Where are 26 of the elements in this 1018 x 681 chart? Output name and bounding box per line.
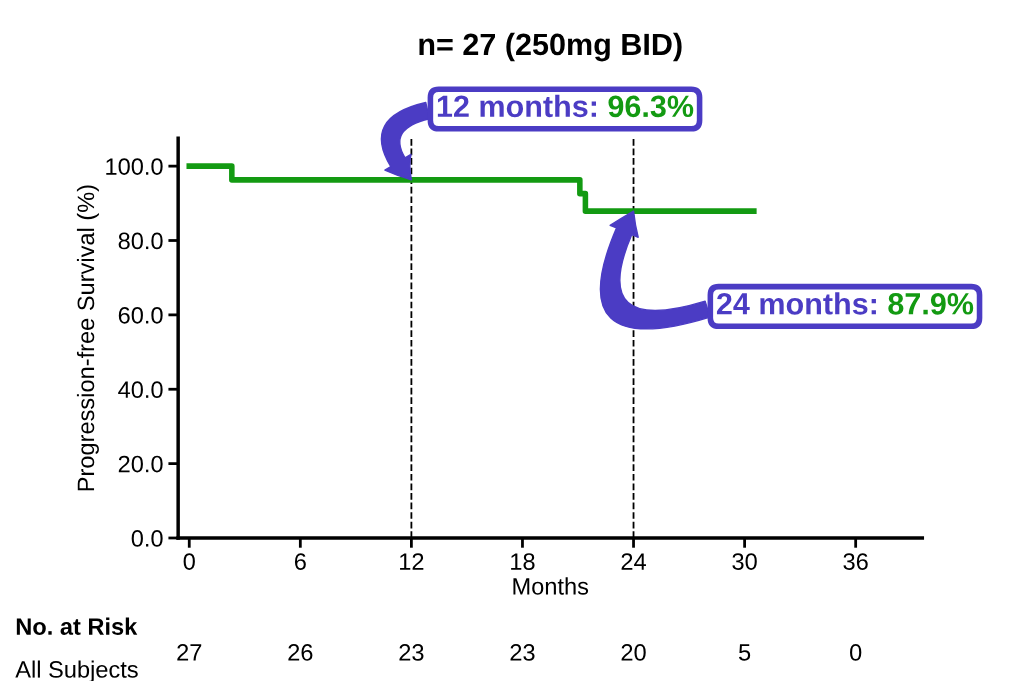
y-tick-label: 0.0 (131, 530, 163, 547)
text: 23 (510, 644, 535, 661)
text: 26 (288, 644, 313, 661)
x-tick-label: 18 (511, 553, 535, 570)
chart-title: n= 27 (250mg BID) (419, 32, 682, 62)
x-tick-label: 0 (183, 553, 195, 570)
y-tick-label: 80.0 (118, 232, 163, 250)
y-tick-label: 40.0 (118, 381, 163, 399)
text: 20 (621, 644, 646, 661)
x-axis-title: Months (513, 577, 589, 595)
y-tick-label: 60.0 (118, 306, 163, 324)
text: 0 (850, 644, 862, 661)
text: 23 (399, 644, 424, 661)
text: No. at Risk (16, 617, 138, 635)
y-axis-title: Progression-free Survival (%) (76, 185, 99, 491)
x-tick-label: 36 (843, 553, 868, 570)
x-tick-label: 30 (732, 553, 757, 570)
text: 12 months: 96.3% (437, 94, 694, 118)
x-tick-label: 6 (294, 553, 306, 570)
x-tick-label: 24 (621, 553, 646, 570)
y-tick-label: 20.0 (118, 455, 163, 473)
x-tick-label: 12 (400, 553, 424, 570)
annotation: 24 months: 87.9% (716, 292, 974, 315)
y-tick-label: 100.0 (106, 158, 163, 175)
text: 5 (738, 644, 751, 661)
text: 27 (177, 644, 202, 661)
